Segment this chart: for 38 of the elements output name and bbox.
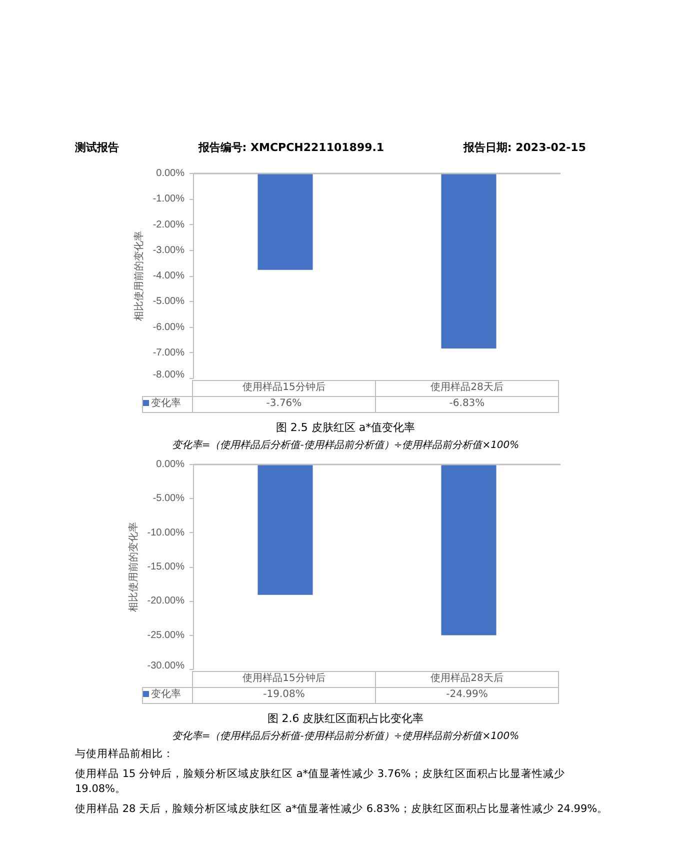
y-tick-label: -20.00% bbox=[147, 596, 185, 607]
text: 使用样品 15 分钟后，脸颊分析区域皮肤红区 a*值显著性减少 3.76%；皮肤红区面积占比显著性减少 19.08%。 bbox=[75, 767, 566, 797]
x-tick-label: 使用样品15分钟后 bbox=[192, 672, 376, 688]
data-label: -24.99% bbox=[376, 688, 558, 704]
y-tick-label: -8.00% bbox=[152, 370, 185, 380]
text: 报告编号: XMCPCH221101899.1 bbox=[198, 140, 384, 156]
y-tick-label: -2.00% bbox=[152, 219, 185, 230]
y-tick-label: 0.00% bbox=[156, 168, 185, 179]
data-label: -3.76% bbox=[192, 396, 376, 412]
y-axis-title: 相比使用前的变化率 bbox=[132, 231, 145, 321]
y-tick-label: -4.00% bbox=[152, 270, 185, 282]
text: 与使用样品前相比： bbox=[75, 747, 175, 762]
y-tick-label: 0.00% bbox=[156, 459, 185, 470]
x-tick-label: 使用样品28天后 bbox=[376, 672, 558, 688]
y-tick-label: -10.00% bbox=[147, 527, 185, 538]
y-tick-label: -6.00% bbox=[152, 322, 185, 333]
text: 使用样品 28 天后，脸颊分析区域皮肤红区 a*值显著性减少 6.83%；皮肤红区面积占比显著性减少 24.99%。 bbox=[75, 802, 610, 817]
text: 图 2.5 皮肤红区 a*值变化率 bbox=[274, 420, 416, 436]
text: 测试报告 bbox=[75, 140, 119, 156]
text: 变化率=（使用样品后分析值-使用样品前分析值）÷使用样品前分析值×100% bbox=[170, 438, 520, 453]
y-tick-label: -1.00% bbox=[152, 194, 185, 205]
text: 变化率=（使用样品后分析值-使用样品前分析值）÷使用样品前分析值×100% bbox=[170, 730, 520, 744]
legend-label: 变化率 bbox=[142, 688, 192, 704]
text: 报告日期: 2023-02-15 bbox=[463, 140, 586, 156]
y-tick-label: -30.00% bbox=[147, 660, 185, 672]
data-label: -19.08% bbox=[192, 688, 376, 704]
y-tick-label: -5.00% bbox=[152, 296, 185, 308]
text: 图 2.6 皮肤红区面积占比变化率 bbox=[266, 711, 425, 727]
y-tick-label: -15.00% bbox=[147, 562, 185, 572]
data-label: -6.83% bbox=[376, 396, 558, 412]
y-tick-label: -3.00% bbox=[152, 244, 185, 256]
x-tick-label: 使用样品28天后 bbox=[376, 380, 558, 396]
x-tick-label: 使用样品15分钟后 bbox=[192, 380, 376, 396]
y-tick-label: -25.00% bbox=[147, 630, 185, 641]
y-tick-label: -7.00% bbox=[152, 347, 185, 358]
legend-label: 变化率 bbox=[142, 396, 192, 412]
y-axis-title: 相比使用前的变化率 bbox=[127, 522, 140, 612]
y-tick-label: -5.00% bbox=[152, 493, 185, 504]
